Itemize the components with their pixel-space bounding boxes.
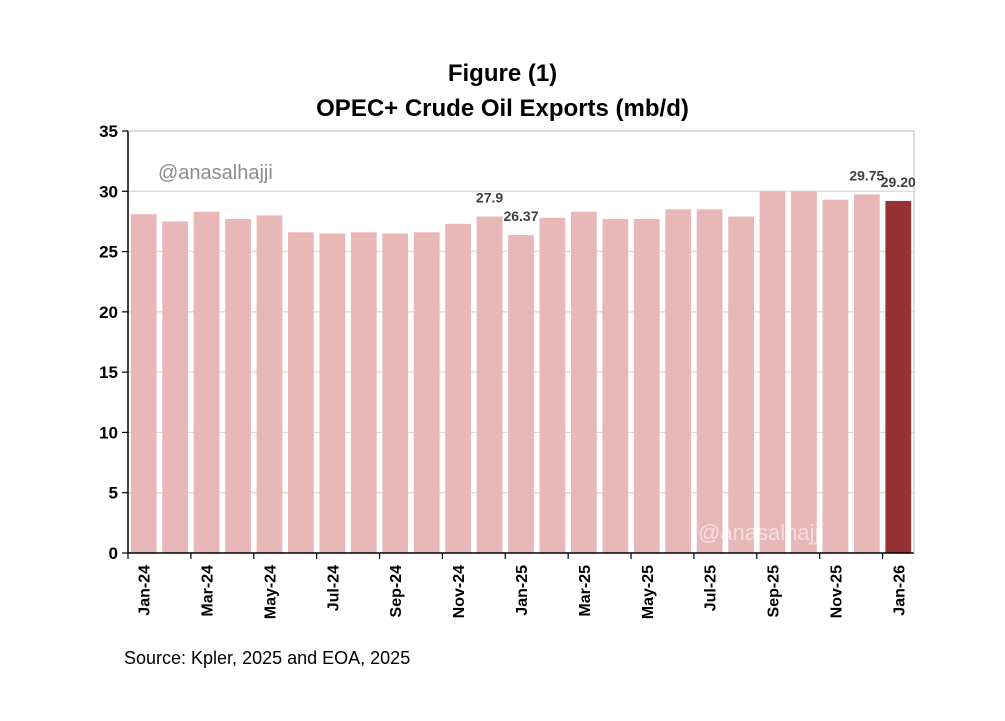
- x-tick-label: Mar-24: [200, 565, 217, 617]
- y-tick-label: 5: [109, 484, 118, 503]
- bar: [570, 211, 597, 554]
- data-label: 27.9: [476, 190, 503, 206]
- bar: [413, 232, 440, 553]
- bar: [225, 219, 251, 553]
- x-tick-label: Mar-25: [577, 565, 594, 617]
- y-tick-label: 35: [99, 122, 118, 141]
- x-tick-label: Jul-24: [325, 565, 342, 611]
- x-tick-label: Nov-25: [828, 565, 845, 618]
- x-tick-label: Jan-25: [514, 565, 531, 616]
- watermark: @anasalhajji: [158, 162, 273, 184]
- bar: [885, 200, 912, 553]
- bar: [130, 214, 157, 554]
- y-tick-label: 10: [99, 423, 118, 442]
- y-tick-label: 20: [99, 303, 118, 322]
- bar: [476, 216, 503, 553]
- bar: [508, 235, 534, 553]
- y-tick-label: 0: [109, 544, 118, 563]
- x-tick-label: Jan-26: [891, 565, 908, 616]
- bar: [853, 194, 880, 554]
- chart-subtitle: OPEC+ Crude Oil Exports (mb/d): [316, 95, 689, 122]
- bar: [256, 215, 283, 553]
- bar: [162, 221, 189, 553]
- bar: [822, 199, 849, 553]
- bar: [350, 232, 377, 553]
- x-tick-label: Nov-24: [451, 565, 468, 618]
- x-tick-label: Sep-25: [766, 565, 783, 618]
- y-tick-label: 15: [99, 363, 118, 382]
- watermark: @anasalhajji: [698, 520, 824, 545]
- x-tick-label: Sep-24: [388, 565, 405, 618]
- data-label: 26.37: [503, 208, 538, 224]
- x-tick-label: Jul-25: [703, 565, 720, 611]
- bar: [382, 233, 409, 553]
- bar: [791, 191, 817, 554]
- data-label: 29.75: [849, 167, 884, 183]
- bar: [193, 211, 220, 554]
- x-tick-label: May-24: [262, 565, 279, 619]
- x-tick-label: May-25: [640, 565, 657, 619]
- bar: [445, 223, 472, 553]
- source-note: Source: Kpler, 2025 and EOA, 2025: [124, 648, 411, 668]
- bar: [288, 232, 314, 553]
- bar: [728, 216, 754, 553]
- bar: [665, 209, 692, 553]
- bar: [759, 191, 786, 554]
- chart-title: Figure (1): [447, 60, 558, 87]
- y-tick-label: 25: [99, 243, 118, 262]
- data-label: 29.20: [881, 174, 916, 190]
- bar: [633, 219, 660, 553]
- y-tick-label: 30: [99, 182, 118, 201]
- bar: [319, 233, 346, 553]
- bar: [696, 209, 723, 553]
- x-tick-label: Jan-24: [137, 565, 154, 616]
- bar: [539, 217, 566, 553]
- bar: [602, 219, 629, 553]
